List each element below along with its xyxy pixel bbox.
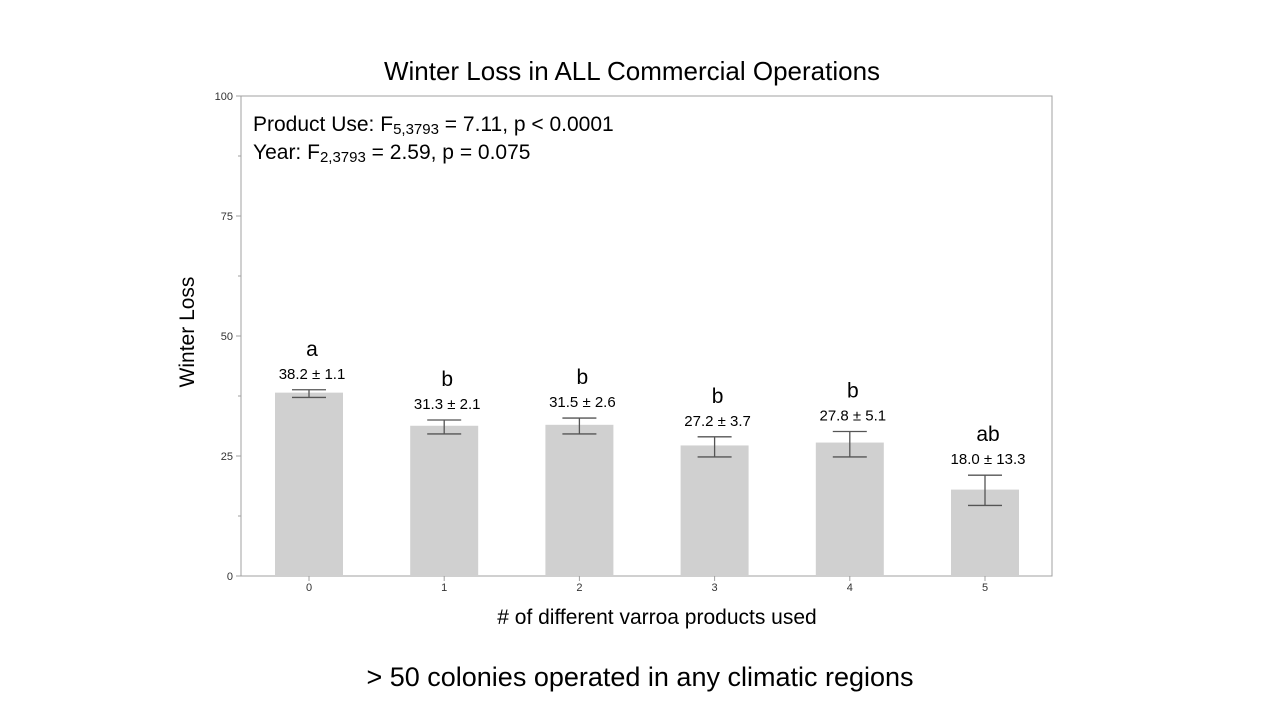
data-label: 31.5 ± 2.6: [549, 394, 616, 411]
y-tick-label: 50: [221, 331, 233, 343]
chart-title: Winter Loss in ALL Commercial Operations: [384, 56, 880, 86]
bar: [275, 392, 343, 576]
significance-letter: b: [441, 368, 453, 391]
y-axis-label: Winter Loss: [176, 277, 199, 388]
stats-line-1-subscript: 5,3793: [393, 121, 439, 138]
data-label: 31.3 ± 2.1: [414, 396, 481, 413]
stats-line-2-prefix: Year: F: [253, 141, 320, 164]
y-axis: 0 25 50 75 100: [215, 91, 241, 583]
stats-line-2: Year: F2,3793 = 2.59, p = 0.075: [253, 141, 530, 166]
stats-line-1-suffix: = 7.11, p < 0.0001: [439, 113, 614, 136]
data-label: 27.2 ± 3.7: [684, 413, 751, 430]
data-label: 27.8 ± 5.1: [819, 408, 886, 425]
y-tick-label: 0: [227, 571, 233, 583]
plot-frame: [240, 95, 1053, 577]
x-tick-label: 3: [712, 582, 718, 594]
stats-line-1: Product Use: F5,3793 = 7.11, p < 0.0001: [253, 113, 614, 138]
significance-letter: b: [577, 366, 589, 389]
bar: [410, 425, 479, 576]
significance-letter: ab: [976, 423, 999, 446]
data-label: 18.0 ± 13.3: [951, 451, 1026, 468]
significance-letter: b: [712, 385, 724, 408]
significance-letter: a: [306, 338, 318, 361]
stats-line-2-subscript: 2,3793: [320, 149, 366, 166]
x-axis: 0 1 2 3 4 5: [306, 576, 988, 594]
significance-letter: b: [847, 380, 859, 403]
x-tick-label: 5: [982, 582, 988, 594]
x-axis-label: # of different varroa products used: [497, 606, 816, 629]
x-tick-label: 0: [306, 582, 312, 594]
stats-line-1-prefix: Product Use: F: [253, 113, 393, 136]
x-tick-label: 2: [576, 582, 582, 594]
stats-line-2-suffix: = 2.59, p = 0.075: [366, 141, 531, 164]
bar: [680, 445, 749, 576]
bar: [545, 424, 614, 576]
slide-caption: > 50 colonies operated in any climatic r…: [366, 662, 914, 692]
y-tick-label: 75: [221, 211, 233, 223]
y-tick-label: 25: [221, 451, 233, 463]
x-tick-label: 4: [847, 582, 853, 594]
data-label: 38.2 ± 1.1: [279, 366, 346, 383]
bars-group: 38.2 ± 1.1 a 31.3 ± 2.1 b 31.5 ± 2.6 b 27.2 ± …: [275, 338, 1025, 576]
y-tick-label: 100: [215, 91, 233, 103]
x-tick-label: 1: [441, 582, 447, 594]
bar: [815, 442, 884, 576]
